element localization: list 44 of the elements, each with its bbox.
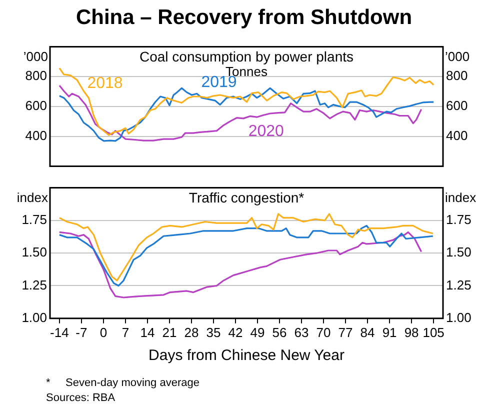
y-tick-label: 1.50 — [22, 244, 47, 260]
y2-tick-label: 800 — [446, 68, 468, 84]
x-tick-label: -7 — [76, 324, 88, 340]
chart-title: Traffic congestion* — [188, 190, 305, 206]
y-tick-label: 800 — [25, 68, 47, 84]
y2-axis-title: index — [445, 190, 477, 205]
y2-tick-label: 1.50 — [446, 244, 472, 260]
x-tick-label: 77 — [338, 324, 353, 340]
y-tick-label: 1.00 — [22, 310, 47, 325]
x-tick-label: 84 — [360, 324, 375, 340]
x-tick-label: 0 — [100, 324, 108, 340]
y-tick-label: 600 — [25, 98, 47, 114]
x-tick-label: 28 — [184, 324, 199, 340]
y-axis-title: ’000 — [23, 48, 48, 64]
y2-tick-label: 1.25 — [446, 277, 472, 292]
x-tick-label: 91 — [382, 324, 397, 340]
text: China – Recovery from Shutdown — [74, 5, 414, 31]
x-axis-title: Days from Chinese New Year — [148, 347, 344, 364]
x-tick-label: 42 — [228, 324, 243, 340]
y-tick-label: 1.75 — [22, 212, 47, 228]
x-tick-label: 105 — [422, 324, 444, 340]
y2-tick-label: 1.75 — [446, 212, 472, 228]
x-tick-label: 7 — [122, 324, 130, 340]
x-tick-label: 21 — [162, 324, 177, 340]
y2-tick-label: 400 — [446, 128, 468, 143]
y-axis-title: index — [16, 190, 48, 205]
y-tick-label: 1.25 — [22, 277, 47, 292]
series-label: 2018 — [87, 75, 123, 92]
x-tick-label: -14 — [50, 324, 69, 340]
x-tick-label: 56 — [272, 324, 287, 340]
x-tick-label: 35 — [206, 324, 221, 340]
y2-tick-label: 1.00 — [446, 310, 472, 325]
x-tick-label: 14 — [140, 324, 155, 340]
x-tick-label: 49 — [250, 324, 265, 340]
y2-tick-label: 600 — [446, 98, 468, 114]
text: * Seven-day moving average — [46, 377, 200, 389]
x-tick-label: 63 — [294, 324, 309, 340]
x-tick-label: 70 — [316, 324, 331, 340]
x-tick-label: 98 — [404, 324, 419, 340]
y-tick-label: 400 — [25, 128, 47, 143]
series-label: 2020 — [248, 122, 284, 140]
source-note: Sources: RBA — [46, 392, 116, 404]
chart-title: Coal consumption by power plants — [139, 48, 354, 65]
y2-axis-title: ’000 — [445, 48, 470, 64]
